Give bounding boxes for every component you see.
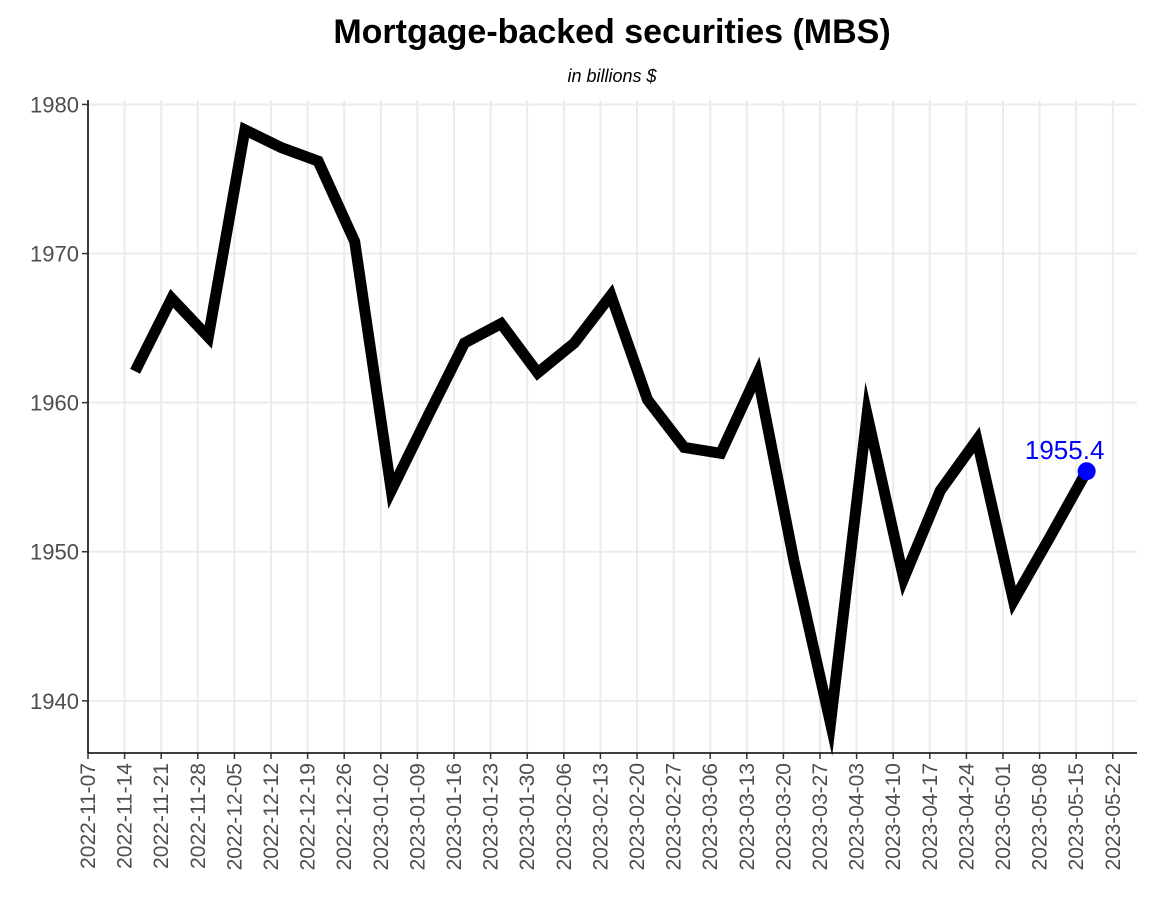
series-line: [130, 121, 1092, 756]
y-tick-label: 1960: [30, 391, 79, 416]
last-point-marker: [1077, 462, 1096, 481]
tick-labels: 1940 1950 1960 1970 1980 2022-11-07 2022-11-14…: [30, 92, 1125, 870]
x-tick-label: 2023-02-06: [553, 763, 576, 870]
x-tick-label: 2023-05-22: [1102, 763, 1125, 870]
y-tick-label: 1970: [30, 242, 79, 267]
x-tick-label: 2022-12-26: [333, 763, 356, 870]
last-point-label: 1955.4: [1025, 435, 1105, 465]
x-tick-label: 2023-01-30: [516, 763, 539, 870]
x-tick-label: 2023-04-10: [882, 763, 905, 870]
x-tick-label: 2023-03-13: [736, 763, 759, 870]
series-layer: [130, 121, 1096, 756]
x-tick-label: 2023-02-27: [663, 763, 686, 870]
x-tick-label: 2023-02-13: [589, 763, 612, 870]
x-tick-label: 2023-04-03: [846, 763, 869, 870]
x-tick-label: 2023-03-20: [772, 763, 795, 870]
x-tick-label: 2022-11-07: [77, 763, 100, 869]
chart-subtitle: in billions $: [567, 66, 657, 86]
grid-lines: [87, 100, 1137, 753]
x-tick-label: 2023-03-27: [809, 763, 832, 870]
x-tick-label: 2023-04-24: [955, 763, 978, 871]
x-tick-label: 2023-03-06: [699, 763, 722, 870]
x-tick-label: 2022-12-05: [223, 763, 246, 870]
x-tick-label: 2023-02-20: [626, 763, 649, 870]
x-tick-label: 2022-11-28: [187, 763, 210, 869]
chart-title: Mortgage-backed securities (MBS): [333, 13, 890, 51]
x-tick-label: 2023-05-15: [1065, 763, 1088, 870]
x-tick-label: 2023-05-01: [992, 763, 1015, 870]
x-tick-label: 2022-11-14: [114, 763, 137, 869]
y-tick-label: 1940: [30, 689, 79, 714]
axes: [82, 100, 1137, 759]
x-tick-label: 2023-01-02: [370, 763, 393, 870]
x-tick-label: 2022-12-19: [297, 763, 320, 870]
x-tick-label: 2023-05-08: [1029, 763, 1052, 870]
y-tick-label: 1950: [30, 540, 79, 565]
x-tick-label: 2023-01-09: [406, 763, 429, 870]
x-tick-label: 2023-01-23: [480, 763, 503, 870]
x-tick-label: 2022-11-21: [150, 763, 173, 869]
x-tick-label: 2023-01-16: [443, 763, 466, 870]
x-tick-label: 2023-04-17: [919, 763, 942, 870]
x-tick-label: 2022-12-12: [260, 763, 283, 870]
y-tick-label: 1980: [30, 92, 79, 117]
